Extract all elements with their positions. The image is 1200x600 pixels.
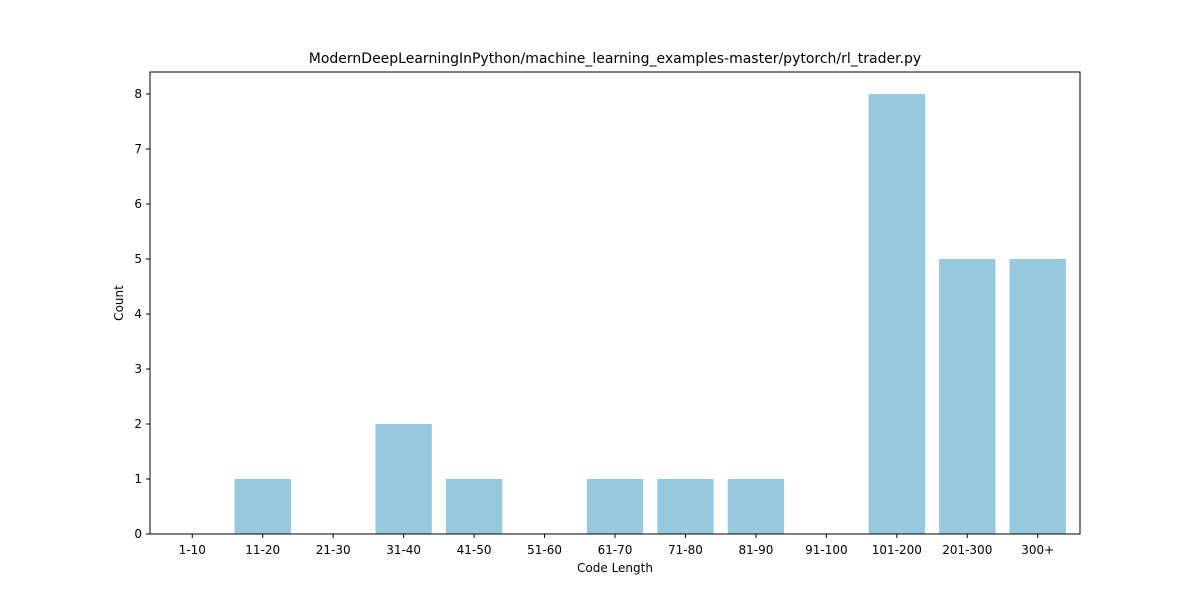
y-tick-label: 8 (134, 87, 142, 101)
y-tick-label: 6 (134, 197, 142, 211)
bar-101-200 (868, 94, 925, 534)
bar-81-90 (727, 479, 785, 534)
x-tick-label: 300+ (1021, 543, 1054, 557)
x-tick-label: 1-10 (179, 543, 206, 557)
y-axis: 0 1 2 3 4 5 6 7 8 (134, 87, 150, 541)
x-tick-label: 201-300 (942, 543, 992, 557)
x-tick-label: 71-80 (668, 543, 703, 557)
plot-frame (149, 71, 1081, 535)
y-tick-label: 2 (134, 417, 142, 431)
bar-11-20 (234, 479, 291, 534)
bar-71-80 (657, 479, 714, 534)
y-tick-label: 7 (134, 142, 142, 156)
y-tick-label: 1 (134, 472, 142, 486)
bar-300+ (1009, 259, 1066, 534)
x-tick-label: 91-100 (805, 543, 848, 557)
x-tick-label: 21-30 (316, 543, 351, 557)
x-tick-label: 101-200 (872, 543, 922, 557)
y-axis-label: Count (112, 285, 126, 321)
chart-title: ModernDeepLearningInPython/machine_learn… (309, 51, 921, 67)
x-axis-label: Code Length (577, 561, 653, 575)
bar-201-300 (939, 259, 996, 534)
x-tick-label: 31-40 (386, 543, 421, 557)
bar-61-70 (586, 479, 644, 534)
x-tick-label: 11-20 (245, 543, 280, 557)
y-tick-label: 3 (134, 362, 142, 376)
bar-41-50 (445, 479, 503, 534)
x-tick-label: 61-70 (598, 543, 633, 557)
bar-31-40 (375, 424, 432, 534)
x-tick-label: 41-50 (457, 543, 492, 557)
y-tick-label: 4 (134, 307, 142, 321)
y-tick-label: 5 (134, 252, 142, 266)
x-tick-label: 51-60 (527, 543, 562, 557)
bars-layer (234, 94, 1066, 534)
x-tick-label: 81-90 (738, 543, 773, 557)
y-tick-label: 0 (134, 527, 142, 541)
x-axis: 1-10 11-20 21-30 31-40 41-50 51-60 61-70 71-80 8… (179, 534, 1054, 557)
